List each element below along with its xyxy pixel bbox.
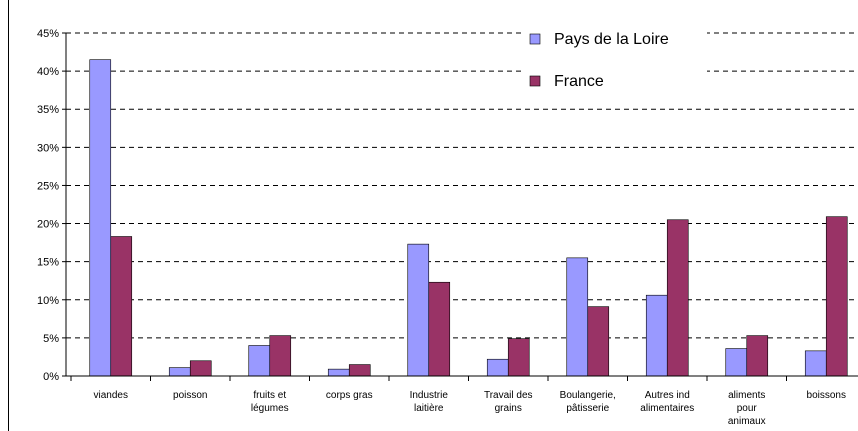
x-tick-label: Autres ind alimentaires: [640, 390, 694, 414]
y-tick-label: 5%: [43, 333, 59, 345]
x-tick-label: corps gras: [326, 390, 373, 401]
y-tick-label: 20%: [37, 219, 59, 231]
bar: [269, 335, 292, 377]
bar: [248, 345, 271, 377]
y-tick-label: 0%: [43, 371, 59, 383]
bar: [587, 306, 610, 377]
bar: [89, 59, 112, 377]
bar: [189, 360, 212, 377]
x-tick-label: Industrie laitière: [410, 390, 449, 414]
x-tick-label: fruits et légumes: [251, 390, 289, 414]
bar: [428, 281, 451, 377]
bar: [168, 367, 191, 377]
legend-box: [522, 22, 707, 94]
x-tick-label: boissons: [807, 390, 846, 401]
bar: [566, 257, 589, 377]
x-tick-label: Travail des grains: [484, 390, 533, 414]
bar: [666, 219, 689, 377]
y-tick-label: 45%: [37, 28, 59, 40]
legend-swatch: [529, 75, 541, 87]
bar: [327, 368, 350, 377]
bar: [110, 236, 133, 377]
bar: [725, 348, 748, 377]
bar: [407, 243, 430, 377]
bar: [746, 335, 769, 377]
bar: [507, 338, 530, 377]
bar: [645, 294, 668, 377]
x-tick-label: poisson: [173, 390, 207, 401]
y-tick-label: 40%: [37, 66, 59, 78]
y-tick-label: 35%: [37, 104, 59, 116]
x-tick-label: aliments pour animaux: [728, 390, 766, 427]
y-tick-label: 30%: [37, 142, 59, 154]
legend-label: Pays de la Loire: [554, 31, 669, 48]
x-tick-label: viandes: [94, 390, 128, 401]
bar: [825, 216, 848, 377]
legend-label: France: [554, 73, 604, 90]
x-tick-label: Boulangerie, pâtisserie: [560, 390, 616, 414]
y-tick-label: 10%: [37, 295, 59, 307]
bar: [348, 364, 371, 377]
bar: [486, 358, 509, 377]
y-tick-label: 15%: [37, 257, 59, 269]
bar: [804, 350, 827, 377]
y-tick-label: 25%: [37, 180, 59, 192]
legend-swatch: [529, 33, 541, 45]
